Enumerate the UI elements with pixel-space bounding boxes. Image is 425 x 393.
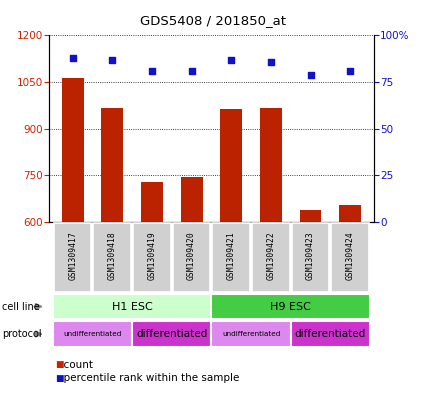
Text: GSM1309422: GSM1309422	[266, 231, 275, 280]
Bar	[252, 224, 290, 292]
Text: differentiated: differentiated	[136, 329, 207, 339]
Bar	[181, 177, 203, 222]
Bar	[260, 108, 282, 222]
Point	[149, 68, 156, 74]
Point	[307, 72, 314, 78]
Point	[228, 57, 235, 63]
Point	[109, 57, 116, 63]
Bar	[133, 224, 171, 292]
Bar	[173, 224, 210, 292]
Text: GSM1309417: GSM1309417	[68, 231, 77, 280]
Text: percentile rank within the sample: percentile rank within the sample	[57, 373, 240, 383]
Text: ■: ■	[55, 360, 64, 369]
Bar	[212, 294, 370, 319]
Text: count: count	[57, 360, 94, 370]
Bar	[132, 321, 212, 347]
Bar	[291, 321, 370, 347]
Text: GSM1309423: GSM1309423	[306, 231, 315, 280]
Text: undifferentiated: undifferentiated	[222, 331, 280, 337]
Bar	[212, 224, 250, 292]
Text: differentiated: differentiated	[295, 329, 366, 339]
Bar	[54, 224, 91, 292]
Text: GSM1309421: GSM1309421	[227, 231, 236, 280]
Text: GSM1309424: GSM1309424	[346, 231, 355, 280]
Point	[188, 68, 195, 74]
Bar	[53, 321, 132, 347]
Text: ■: ■	[55, 374, 64, 382]
Text: GSM1309418: GSM1309418	[108, 231, 117, 280]
Bar	[220, 109, 242, 222]
Bar	[141, 182, 163, 222]
Text: undifferentiated: undifferentiated	[63, 331, 122, 337]
Bar	[94, 224, 131, 292]
Point	[69, 55, 76, 61]
Text: cell line: cell line	[2, 301, 40, 312]
Bar	[212, 321, 291, 347]
Text: GDS5408 / 201850_at: GDS5408 / 201850_at	[139, 14, 286, 27]
Point	[267, 58, 274, 64]
Bar	[53, 294, 212, 319]
Bar	[300, 209, 321, 222]
Bar	[292, 224, 329, 292]
Bar	[332, 224, 369, 292]
Text: GSM1309419: GSM1309419	[147, 231, 156, 280]
Text: H1 ESC: H1 ESC	[112, 301, 153, 312]
Bar	[339, 205, 361, 222]
Point	[347, 68, 354, 74]
Bar	[102, 108, 123, 222]
Text: protocol: protocol	[2, 329, 42, 339]
Text: GSM1309420: GSM1309420	[187, 231, 196, 280]
Text: H9 ESC: H9 ESC	[270, 301, 311, 312]
Bar	[62, 78, 84, 222]
